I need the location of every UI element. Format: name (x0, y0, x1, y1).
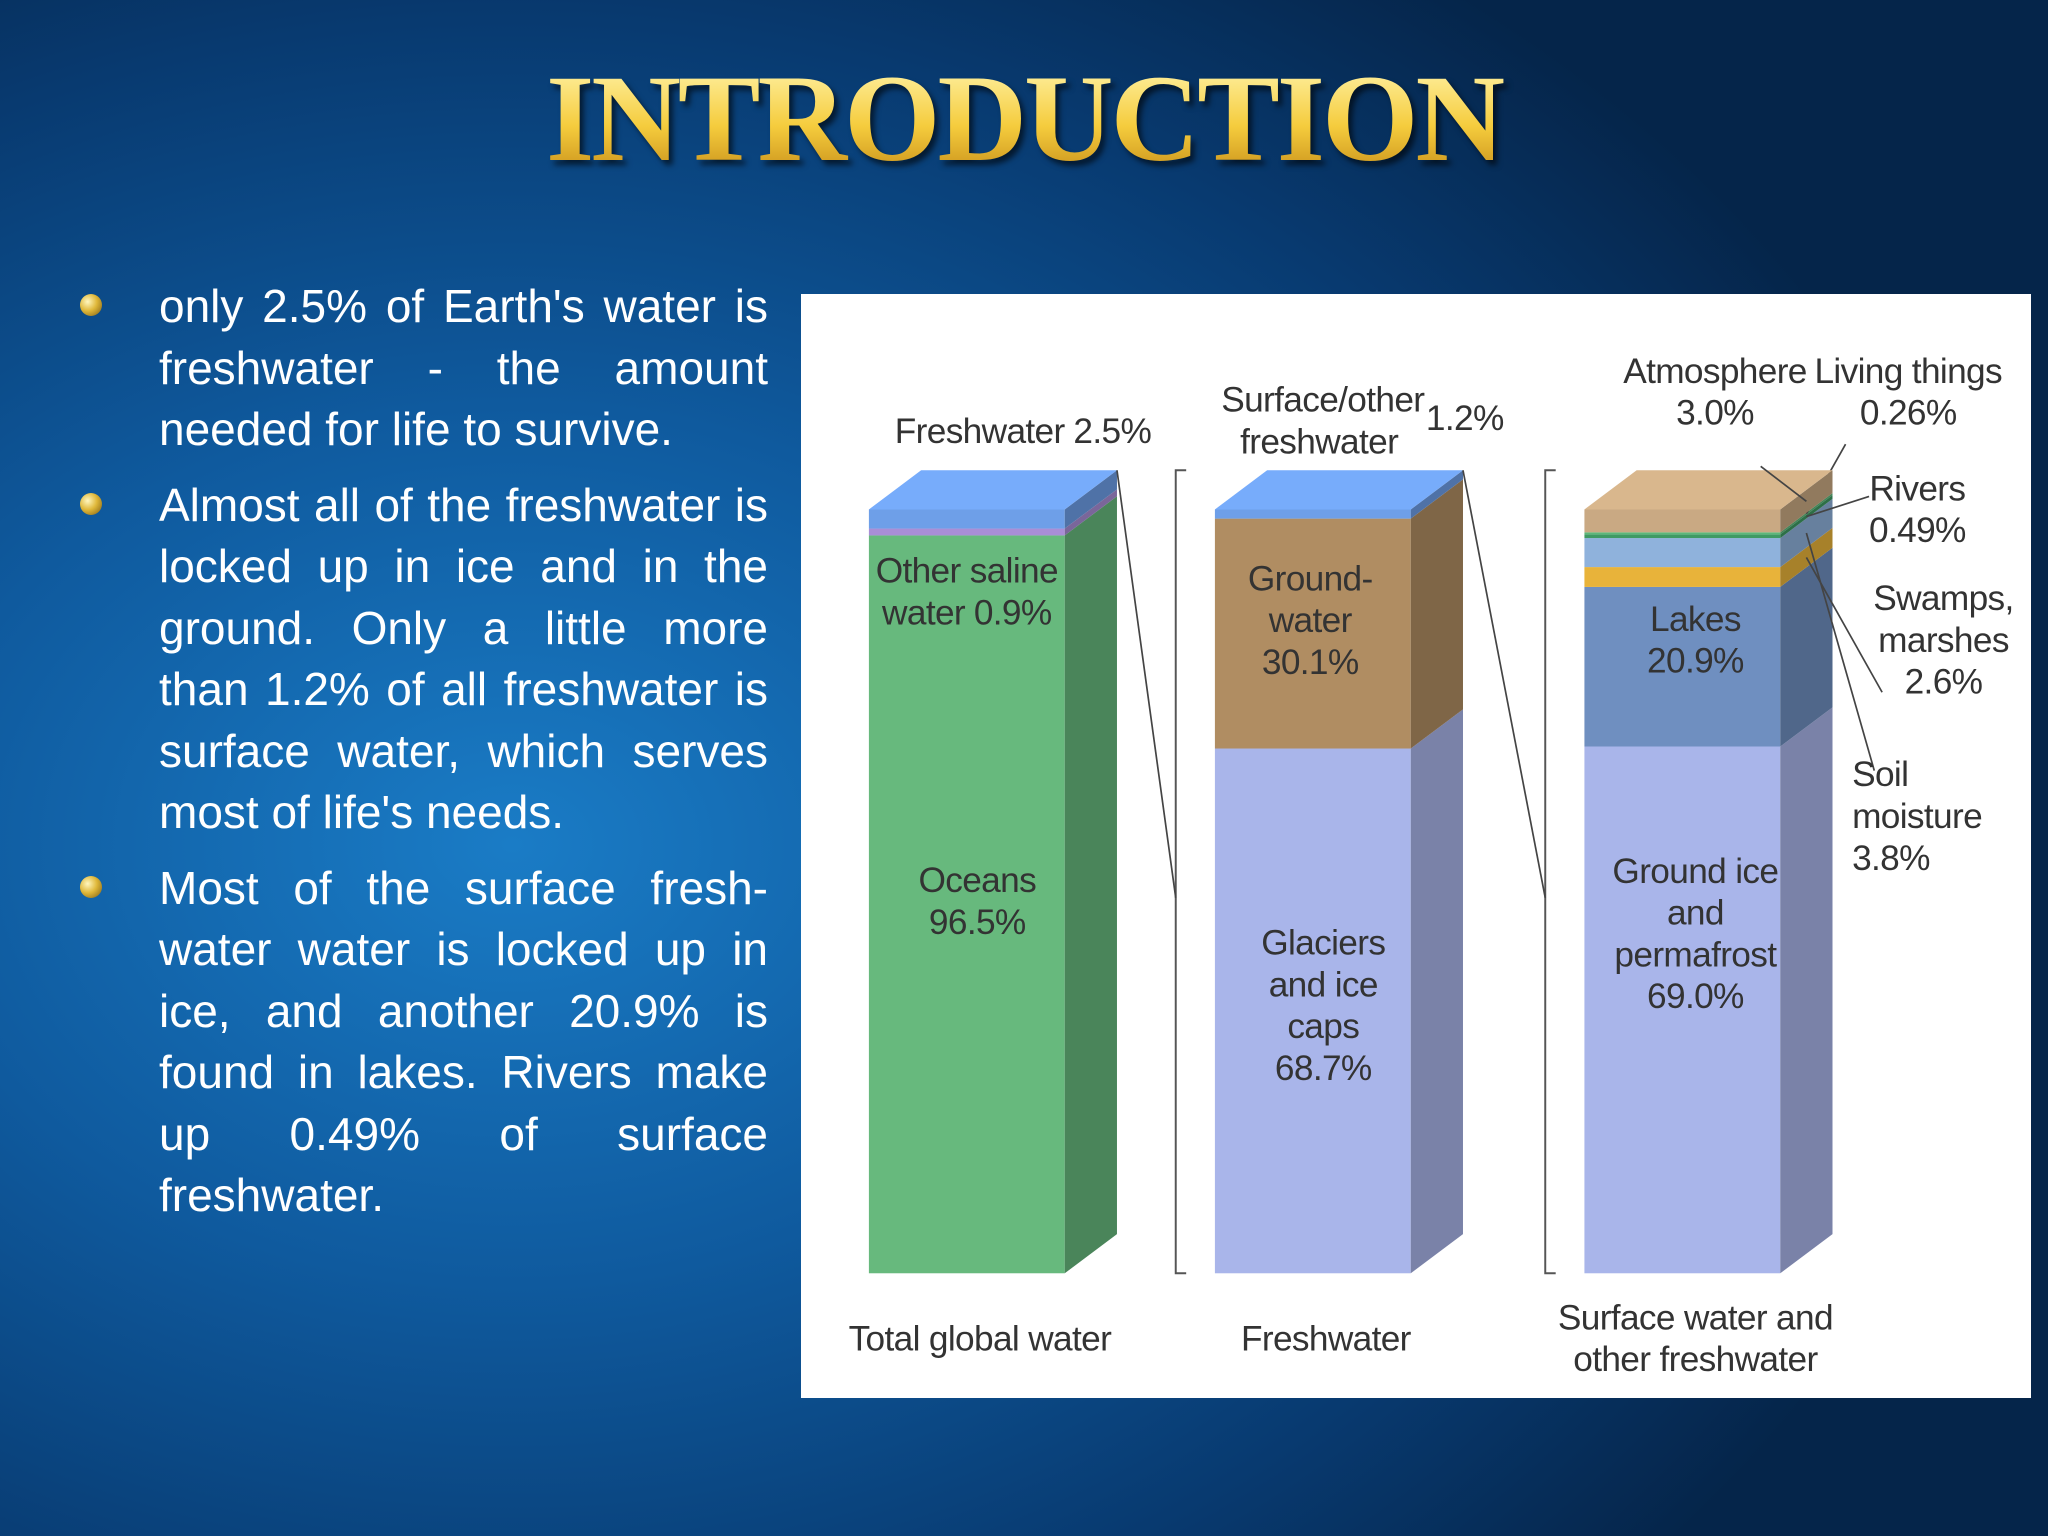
segment-name: Soil moisture (1852, 754, 1983, 836)
segment-value: 2.6% (1904, 662, 1983, 702)
segment-label: Living things 0.26% (1810, 350, 2006, 434)
bar-segment-side (1780, 498, 1833, 568)
bar-segment (1214, 509, 1411, 519)
chart-svg (868, 443, 1883, 1275)
bar-segment (1584, 586, 1781, 747)
leader-line (1805, 532, 1876, 771)
bar-segment-side (1410, 709, 1463, 1274)
bar-top (1584, 470, 1833, 510)
segment-name: Other saline water (875, 551, 1059, 633)
bar-segment-side (1780, 495, 1833, 539)
bar-segment (868, 535, 1065, 1274)
connector-line (1116, 470, 1177, 899)
chart: Oceans 96.5% Other saline water 0.9% Freshwa… (801, 294, 2031, 1397)
segment-label: Swamps, marshes 2.6% (1865, 577, 2022, 702)
bar-segment (1584, 746, 1781, 1274)
segment-value: 96.5% (928, 902, 1026, 942)
segment-value: 20.9% (1647, 641, 1744, 681)
segment-name: Atmosphere (1623, 351, 1807, 391)
segment-value: 0.49% (1869, 510, 1966, 550)
slide-title: INTRODUCTION (0, 48, 2048, 190)
bar-segment-side (1780, 527, 1833, 587)
segment-label: Rivers 0.49% (1859, 468, 1977, 552)
bracket (1174, 469, 1187, 1275)
segment-value: 0.26% (1859, 393, 1957, 433)
segment-value: 3.0% (1676, 393, 1754, 433)
segment-label: Atmosphere 3.0% (1604, 350, 1826, 434)
bullet: Almost all of the freshwater is locked u… (80, 475, 768, 844)
bar-segment-side (1780, 547, 1833, 747)
bullet: only 2.5% of Earth's water is freshwater… (80, 276, 768, 461)
connector-line (1462, 470, 1547, 899)
chart-panel: Oceans 96.5% Other saline water 0.9% Freshwa… (801, 294, 2031, 1398)
bar-segment-side (1064, 496, 1117, 1274)
segment-name: Living things (1814, 351, 2002, 391)
leader-line (1806, 495, 1870, 518)
bar-segment-side (1064, 470, 1117, 529)
bar-segment (868, 509, 1065, 529)
leader-line (1760, 465, 1807, 502)
segment-label: Freshwater 2.5% (840, 410, 1206, 452)
category-text: Total global water (848, 1318, 1112, 1359)
bar-segment-side (1064, 489, 1117, 536)
segment-label: Other saline water 0.9% (869, 550, 1065, 634)
segment-label: Ground-water 30.1% (1238, 558, 1382, 683)
segment-value: 2.5% (1073, 411, 1152, 451)
segment-name: Lakes (1649, 599, 1741, 639)
segment-name: Freshwater (894, 411, 1065, 451)
bar-top (868, 470, 1117, 510)
segment-value: 0.9% (973, 593, 1052, 633)
segment-name: Ground ice and permafrost (1612, 851, 1779, 975)
segment-name: Oceans (918, 860, 1037, 900)
segment-label: Glaciers and ice caps 68.7% (1238, 922, 1408, 1089)
segment-name: Surface/other freshwater (1221, 380, 1425, 462)
segment-name: Ground-water (1247, 559, 1373, 641)
segment-label: Oceans 96.5% (892, 859, 1062, 943)
segment-value: 30.1% (1261, 642, 1359, 682)
bar-top (1214, 470, 1463, 510)
bar-segment (1584, 532, 1781, 535)
segment-name: Swamps, marshes (1873, 578, 2014, 660)
bar-segment-side (1410, 470, 1463, 519)
segment-name: Rivers (1869, 468, 1966, 509)
category-text: Freshwater (1240, 1318, 1411, 1359)
bar-segment-side (1780, 493, 1833, 535)
bar-segment (1584, 509, 1781, 533)
category-text: Surface water and other freshwater (1557, 1298, 1834, 1380)
category-label: Surface water and other freshwater (1552, 1297, 1839, 1381)
bar-segment (1214, 748, 1411, 1274)
bar-segment-side (1780, 707, 1833, 1274)
bracket (1544, 469, 1556, 1275)
segment-value: 1.2% (1425, 398, 1504, 438)
segment-label: Lakes 20.9% (1624, 598, 1768, 682)
segment-name: Glaciers and ice caps (1261, 923, 1386, 1047)
bar-segment (1584, 567, 1781, 587)
bar-segment-side (1410, 479, 1463, 749)
bullet: Most of the surface fresh-water water is… (80, 858, 768, 1227)
segment-value: 3.8% (1852, 838, 1930, 878)
segment-label: Soil moisture 3.8% (1852, 754, 2009, 879)
category-label: Total global water (836, 1318, 1123, 1360)
bar-segment (1584, 534, 1781, 539)
bar-segment (1584, 538, 1781, 568)
bar-segment (868, 528, 1065, 536)
segment-value: 69.0% (1647, 976, 1744, 1017)
segment-value: 68.7% (1274, 1048, 1372, 1088)
bar-segment (1214, 518, 1411, 749)
segment-label: Ground ice and permafrost 69.0% (1591, 850, 1800, 1017)
bullet-list: only 2.5% of Earth's water is freshwater… (80, 276, 768, 1241)
segment-label: Surface/other freshwater1.2% (1180, 379, 1546, 463)
category-label: Freshwater (1182, 1318, 1469, 1360)
